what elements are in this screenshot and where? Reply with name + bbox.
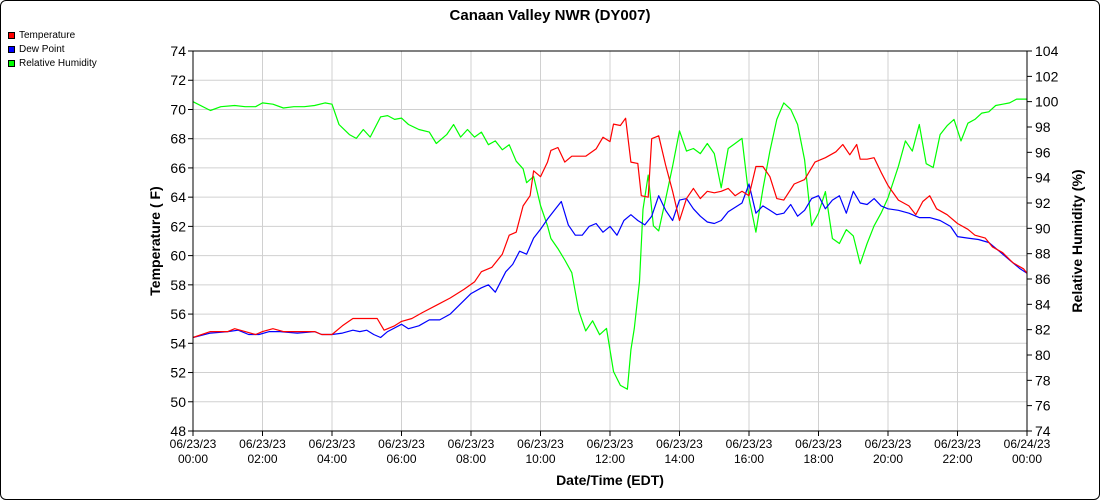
x-tick-label-date: 06/23/23 — [795, 437, 842, 451]
series-line-temperature — [192, 117, 1028, 339]
y2-tick-label: 96 — [1035, 144, 1051, 160]
y-tick-label: 66 — [170, 160, 186, 176]
y2-tick-label: 88 — [1035, 246, 1051, 262]
y2-tick-label: 76 — [1035, 398, 1051, 414]
x-tick-label-date: 06/24/23 — [1004, 437, 1051, 451]
y-tick-label: 50 — [170, 394, 186, 410]
x-tick-label-time: 08:00 — [456, 452, 486, 466]
y-tick-label: 74 — [170, 43, 186, 59]
y-tick-label: 70 — [170, 101, 186, 117]
legend-label-dew-point: Dew Point — [19, 43, 65, 55]
y2-tick-label: 74 — [1035, 423, 1051, 439]
x-tick-label-time: 04:00 — [317, 452, 347, 466]
y-tick-label: 48 — [170, 423, 186, 439]
legend-label-temperature: Temperature — [19, 29, 76, 41]
legend-swatch-relative-humidity — [8, 59, 15, 67]
right-axis: 74 76 78 80 82 84 86 88 90 92 94 96 98 100 102 104 — [1027, 43, 1059, 439]
y2-tick-label: 102 — [1035, 68, 1059, 84]
legend-item-temperature[interactable]: Temperature — [8, 28, 97, 42]
x-tick-label-time: 02:00 — [247, 452, 277, 466]
x-tick-label-date: 06/23/23 — [239, 437, 286, 451]
y2-tick-label: 90 — [1035, 220, 1051, 236]
y-tick-label: 72 — [170, 72, 186, 88]
x-tick-label-date: 06/23/23 — [934, 437, 981, 451]
legend-item-relative-humidity[interactable]: Relative Humidity — [8, 56, 97, 70]
y-tick-label: 56 — [170, 306, 186, 322]
y-tick-label: 68 — [170, 131, 186, 147]
y2-tick-label: 100 — [1035, 94, 1059, 110]
x-tick-label-date: 06/23/23 — [517, 437, 564, 451]
x-axis-label: Date/Time (EDT) — [556, 472, 664, 488]
legend-item-dew-point[interactable]: Dew Point — [8, 42, 97, 56]
grid — [192, 50, 1028, 432]
y-tick-label: 58 — [170, 277, 186, 293]
x-tick-label-time: 14:00 — [664, 452, 694, 466]
x-tick-label-time: 06:00 — [386, 452, 416, 466]
x-tick-label-date: 06/23/23 — [378, 437, 425, 451]
x-tick-label-time: 12:00 — [595, 452, 625, 466]
y2-axis-label: Relative Humidity (%) — [1069, 169, 1085, 312]
x-tick-label-time: 18:00 — [803, 452, 833, 466]
x-tick-label-date: 06/23/23 — [587, 437, 634, 451]
x-tick-label-time: 10:00 — [525, 452, 555, 466]
x-tick-label-time: 22:00 — [942, 452, 972, 466]
y2-tick-label: 94 — [1035, 170, 1051, 186]
y-tick-label: 64 — [170, 189, 186, 205]
x-tick-label-date: 06/23/23 — [448, 437, 495, 451]
left-axis: 48 50 52 54 56 58 60 62 64 66 68 70 72 74 — [170, 43, 193, 439]
x-axis: 06/23/2300:0006/23/2302:0006/23/2304:000… — [170, 431, 1051, 466]
legend: Temperature Dew Point Relative Humidity — [8, 28, 97, 70]
x-tick-label-date: 06/23/23 — [865, 437, 912, 451]
x-tick-label-date: 06/23/23 — [170, 437, 217, 451]
series-line-relative-humidity — [192, 98, 1027, 390]
y-tick-label: 52 — [170, 365, 186, 381]
legend-label-relative-humidity: Relative Humidity — [19, 57, 97, 69]
x-tick-label-time: 00:00 — [178, 452, 208, 466]
y2-tick-label: 98 — [1035, 119, 1051, 135]
y2-tick-label: 86 — [1035, 271, 1051, 287]
y2-tick-label: 80 — [1035, 347, 1051, 363]
x-tick-label-time: 00:00 — [1012, 452, 1042, 466]
series-layer — [192, 98, 1028, 390]
y-tick-label: 60 — [170, 248, 186, 264]
x-tick-label-date: 06/23/23 — [656, 437, 703, 451]
x-tick-label-date: 06/23/23 — [726, 437, 773, 451]
y2-tick-label: 78 — [1035, 372, 1051, 388]
x-tick-label-date: 06/23/23 — [309, 437, 356, 451]
y2-tick-label: 104 — [1035, 43, 1059, 59]
series-line-dew-point — [192, 183, 1028, 339]
y2-tick-label: 84 — [1035, 296, 1051, 312]
y2-tick-label: 82 — [1035, 322, 1051, 338]
legend-swatch-temperature — [8, 31, 15, 39]
y2-tick-label: 92 — [1035, 195, 1051, 211]
y-tick-label: 54 — [170, 335, 186, 351]
y-axis-label: Temperature ( F) — [147, 186, 163, 295]
chart-title: Canaan Valley NWR (DY007) — [450, 7, 651, 24]
y-tick-label: 62 — [170, 218, 186, 234]
x-tick-label-time: 20:00 — [873, 452, 903, 466]
x-tick-label-time: 16:00 — [734, 452, 764, 466]
legend-swatch-dew-point — [8, 45, 15, 53]
